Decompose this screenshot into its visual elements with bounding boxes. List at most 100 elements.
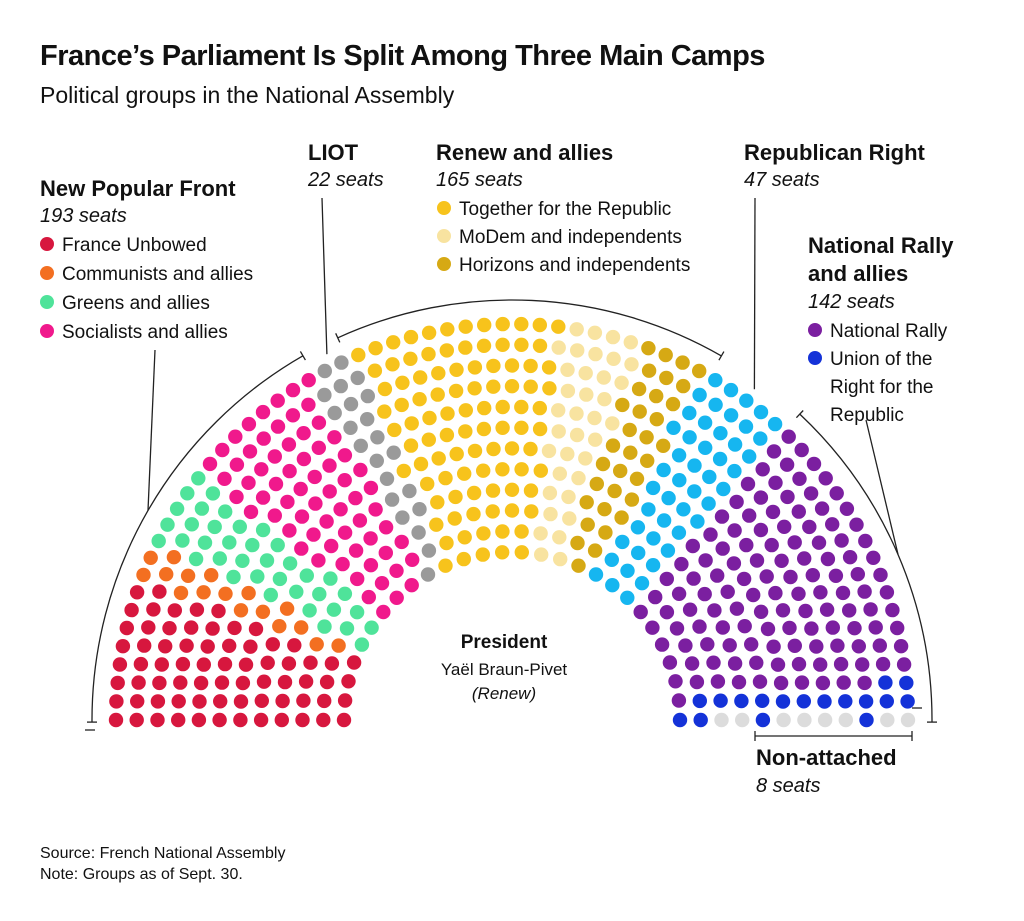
seat-dot-socialists-and-allies (255, 490, 271, 505)
seat-dot-greens-and-allies (289, 584, 304, 599)
group-label-non-attached: Non-attached (756, 745, 897, 770)
seat-dot-france-unbowed (189, 602, 205, 617)
seat-dot-national-rally (813, 585, 828, 600)
seat-dot-socialists-and-allies (241, 416, 257, 432)
seat-dot-france-unbowed (265, 637, 280, 652)
seat-dot-together-for-the-republic (403, 351, 418, 366)
seat-dot-france-unbowed (319, 674, 335, 690)
seat-dot-national-rally (825, 517, 840, 532)
seat-dot-france-unbowed (179, 638, 194, 653)
legend-item-france-unbowed: France Unbowed (62, 235, 207, 256)
seat-dot-liot (421, 543, 437, 558)
seat-dot-national-rally (797, 551, 812, 566)
seat-dot-together-for-the-republic (420, 476, 435, 492)
seat-dot-horizons-and-independents (598, 525, 613, 540)
seat-dot-france-unbowed (152, 584, 167, 599)
legend-swatch-greens-and-allies (40, 295, 54, 309)
seat-dot-national-rally (659, 571, 674, 587)
seat-dot-national-rally (842, 603, 857, 618)
seat-dot-national-rally (885, 602, 900, 618)
group-label-new-popular-front: New Popular Front (40, 176, 236, 201)
seat-dot-france-unbowed (324, 656, 340, 671)
seat-dot-horizons-and-independents (622, 422, 637, 438)
seat-dot-greens-and-allies (263, 587, 278, 603)
seat-dot-france-unbowed (141, 620, 156, 635)
seat-dot-modem-and-independents (551, 403, 566, 418)
group-label-republican-right: Republican Right (744, 140, 926, 165)
seat-dot-national-rally (893, 639, 909, 654)
seat-dot-greens-and-allies (160, 517, 175, 532)
seat-dot-communists-and-allies (241, 585, 256, 601)
seat-dot-france-unbowed (275, 693, 290, 709)
seat-dot-national-rally (779, 457, 795, 472)
seat-dot-national-rally (662, 655, 678, 670)
seat-dot-greens-and-allies (169, 501, 185, 516)
seat-dot-republican-right (620, 590, 635, 605)
seat-dot-france-unbowed (152, 675, 167, 691)
seat-dot-together-for-the-republic (439, 343, 454, 358)
seat-dot-modem-and-independents (560, 362, 575, 377)
seat-dot-france-unbowed (217, 656, 233, 672)
leader-line-national-rally (865, 419, 899, 555)
seat-dot-liot (386, 445, 401, 460)
seat-dot-greens-and-allies (302, 603, 317, 618)
seat-dot-union-of-the-right-for-the-republic (859, 712, 874, 728)
seat-dot-union-of-the-right-for-the-republic (755, 712, 771, 728)
seat-dot-horizons-and-independents (580, 517, 595, 532)
seat-dot-together-for-the-republic (532, 400, 547, 416)
seat-dot-together-for-the-republic (403, 438, 419, 453)
seat-dot-together-for-the-republic (514, 337, 529, 352)
seat-dot-national-rally (866, 550, 881, 565)
seat-dot-together-for-the-republic (514, 545, 529, 560)
seat-dot-modem-and-independents (624, 357, 639, 372)
seat-dot-national-rally (890, 620, 905, 636)
seat-dot-france-unbowed (154, 657, 169, 672)
seat-dot-modem-and-independents (588, 346, 603, 362)
seat-dot-france-unbowed (173, 675, 188, 690)
seat-dot-national-rally (671, 586, 687, 601)
seat-dot-horizons-and-independents (605, 438, 621, 453)
seat-dot-modem-and-independents (551, 424, 566, 439)
seat-dot-together-for-the-republic (422, 410, 437, 426)
seat-dot-france-unbowed (243, 639, 258, 654)
seat-dot-socialists-and-allies (301, 397, 316, 412)
seat-dot-republican-right (656, 462, 671, 478)
seat-dot-national-rally (697, 586, 712, 602)
seat-dot-national-rally (834, 533, 849, 548)
legend-item-communists-and-allies: Communists and allies (62, 264, 253, 285)
seat-dot-together-for-the-republic (495, 337, 510, 352)
seat-dot-together-for-the-republic (532, 421, 548, 437)
seat-dot-national-rally (872, 638, 887, 653)
seat-dot-union-of-the-right-for-the-republic (879, 694, 894, 709)
seat-dot-modem-and-independents (542, 485, 558, 501)
seat-dot-national-rally (873, 567, 888, 583)
seat-dot-liot (360, 412, 375, 427)
legend-swatch-horizons-and-independents (437, 257, 451, 271)
seat-dot-national-rally (896, 657, 912, 672)
seat-dot-greens-and-allies (349, 605, 365, 620)
seat-dot-national-rally (780, 489, 795, 505)
seat-dot-france-unbowed (193, 675, 209, 691)
seat-dot-horizons-and-independents (615, 397, 630, 413)
seat-dot-modem-and-independents (569, 427, 585, 443)
seat-dot-horizons-and-independents (570, 535, 585, 551)
seat-dot-together-for-the-republic (456, 551, 471, 567)
seat-dot-together-for-the-republic (467, 381, 482, 396)
seat-dot-national-rally (731, 674, 747, 690)
seat-dot-france-unbowed (213, 694, 228, 709)
seat-dot-union-of-the-right-for-the-republic (775, 694, 791, 709)
seat-dot-modem-and-independents (571, 470, 586, 486)
seat-dot-horizons-and-independents (614, 510, 629, 525)
seat-dot-modem-and-independents (552, 530, 567, 545)
seat-dot-together-for-the-republic (476, 421, 492, 437)
note-text: Note: Groups as of Sept. 30. (40, 866, 243, 883)
seat-dot-together-for-the-republic (421, 346, 436, 362)
seat-dot-national-rally (836, 675, 851, 690)
seat-dot-national-rally (835, 585, 851, 601)
seat-dot-socialists-and-allies (241, 475, 256, 490)
seat-dot-national-rally (698, 553, 713, 568)
seat-dot-horizons-and-independents (649, 388, 664, 404)
seat-dot-liot (350, 370, 365, 386)
seat-dot-socialists-and-allies (254, 462, 269, 477)
seat-dot-france-unbowed (129, 585, 145, 600)
